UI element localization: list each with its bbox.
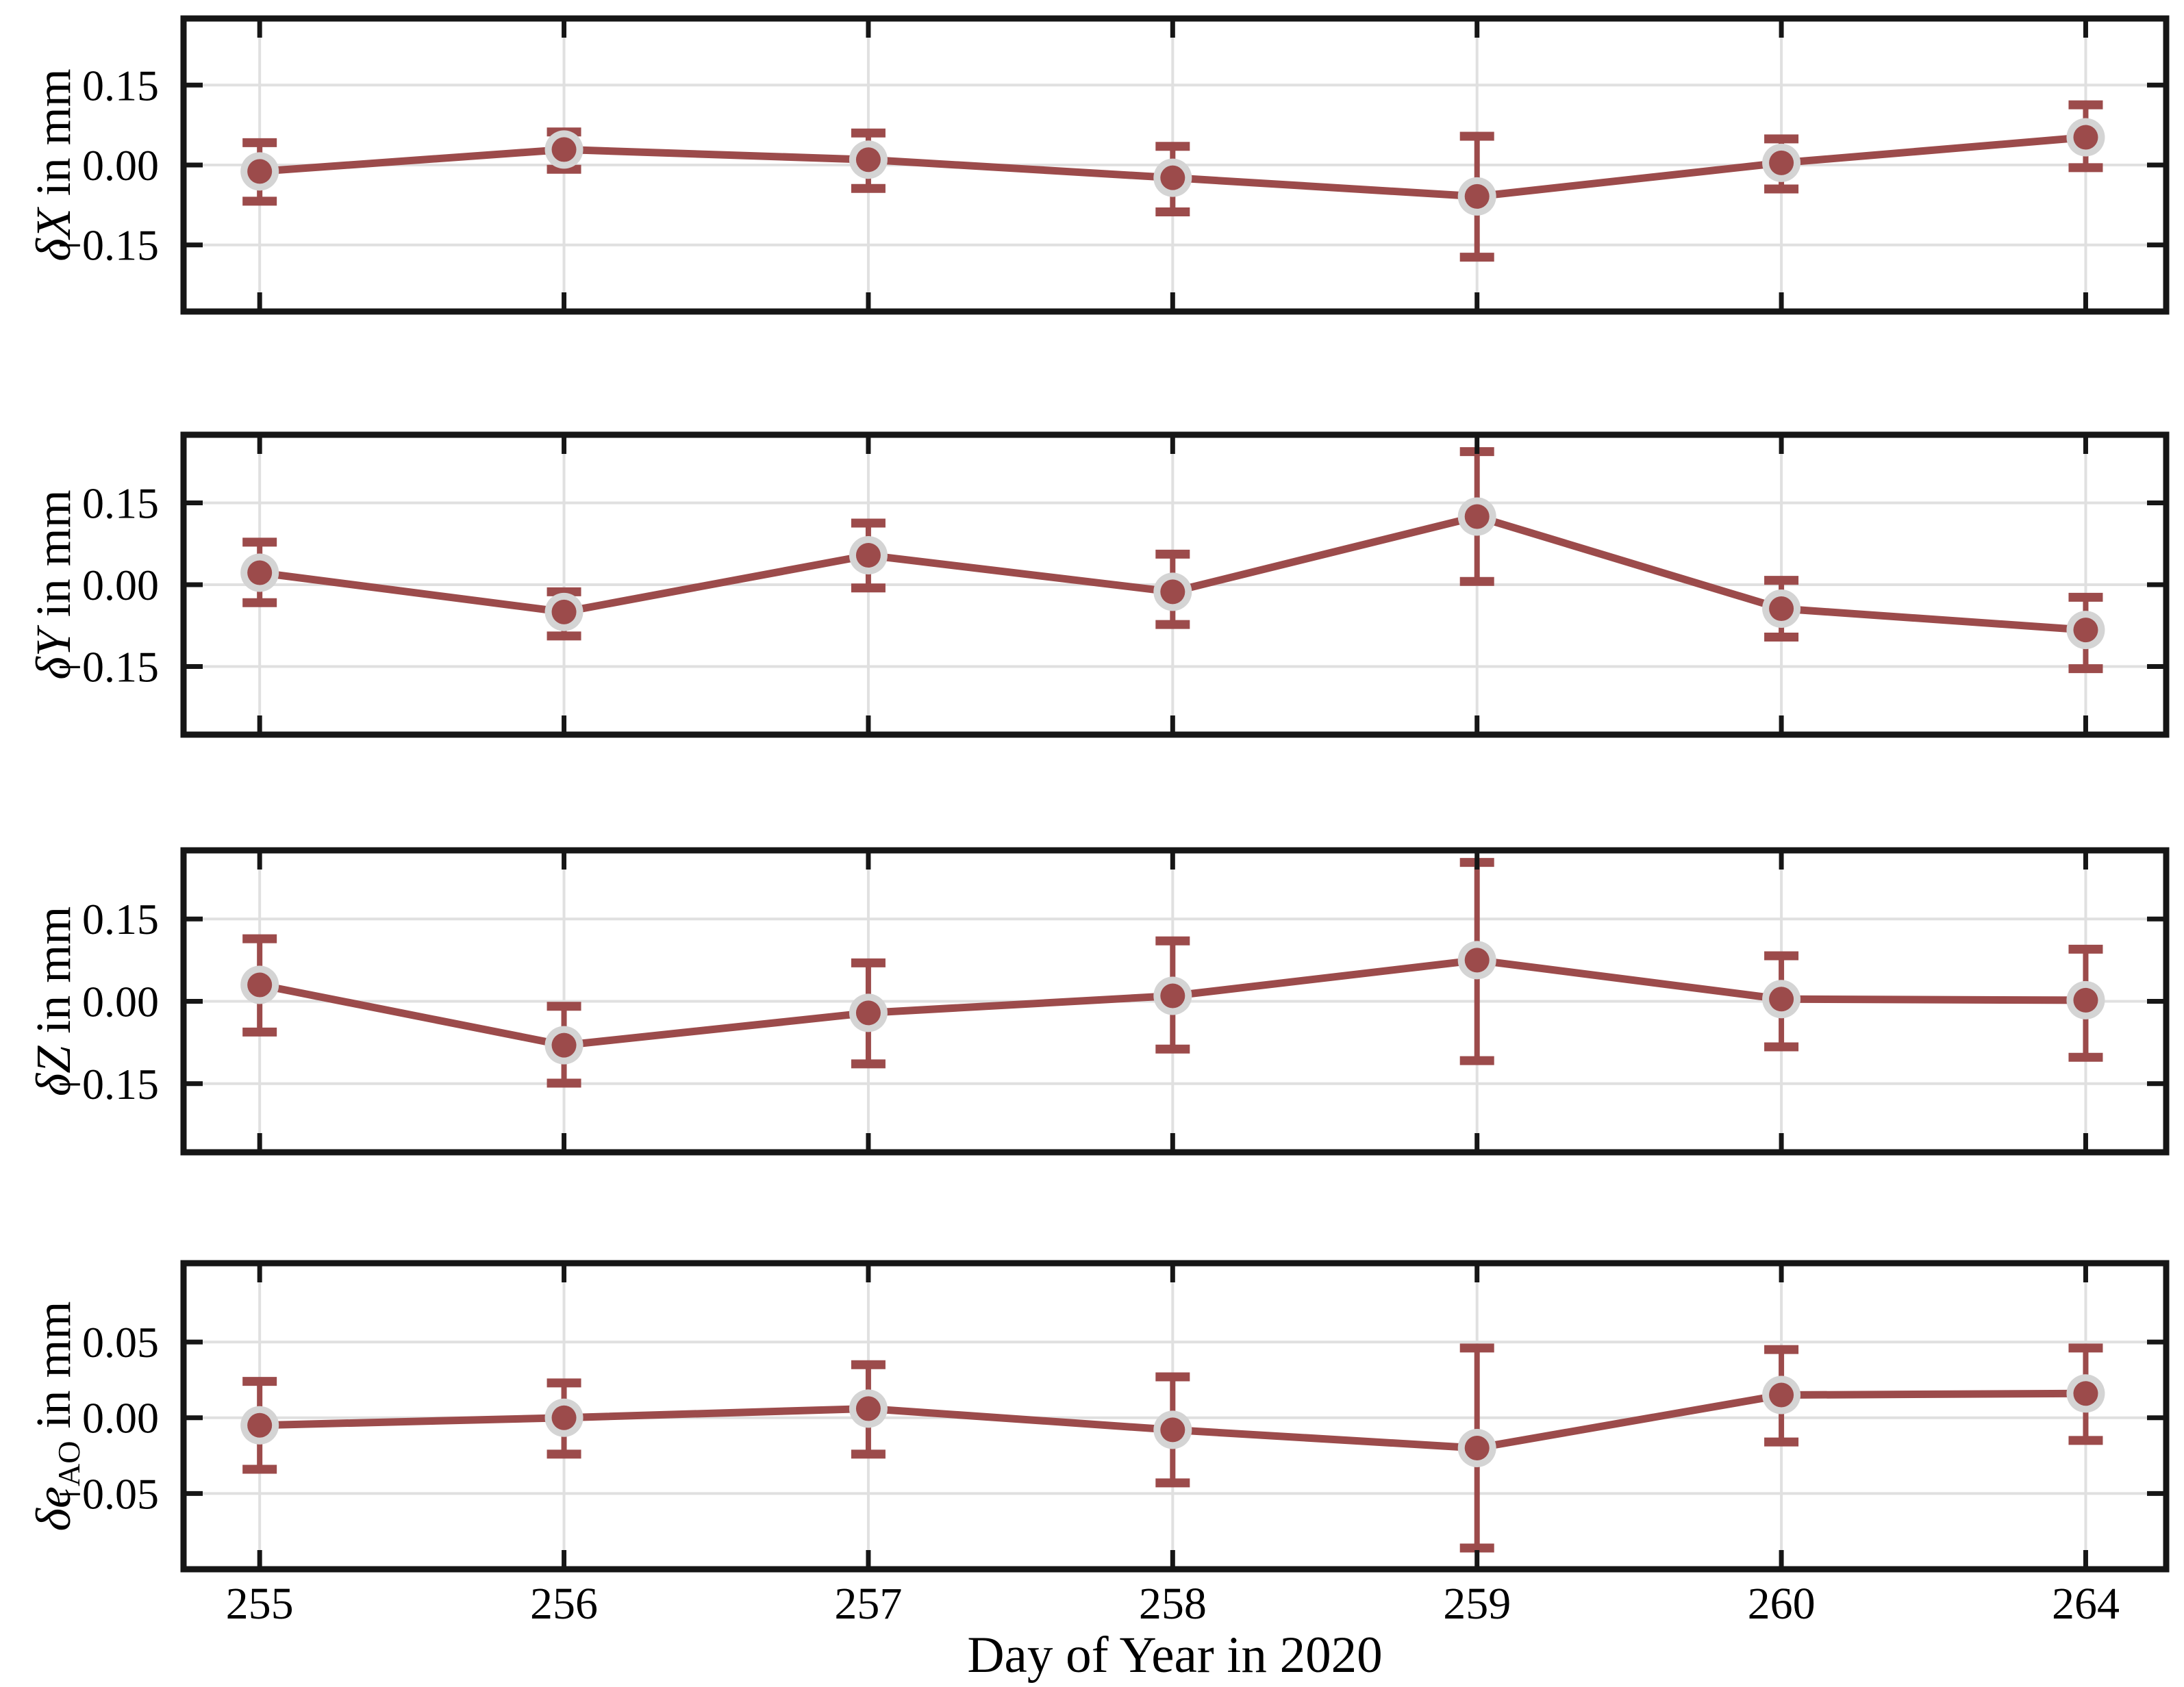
marker-dot xyxy=(1769,1382,1794,1408)
y-axis-label: δeAO in mm xyxy=(26,1302,86,1532)
y-axis-label-var: δe xyxy=(26,1486,81,1531)
y-tick-label: −0.05 xyxy=(58,1469,159,1518)
y-tick-label: 0.00 xyxy=(82,141,159,190)
y-tick-label: 0.00 xyxy=(82,1394,159,1443)
panel-frame xyxy=(180,847,2170,1156)
marker-dot xyxy=(855,1396,881,1421)
y-axis-label-unit: in mm xyxy=(26,68,81,208)
x-tick-label: 256 xyxy=(530,1579,598,1629)
y-axis-label: δZ in mm xyxy=(26,906,81,1097)
marker-dot xyxy=(247,1412,273,1438)
marker-dot xyxy=(1160,983,1185,1009)
y-tick-label: 0.15 xyxy=(82,479,159,528)
marker-dot xyxy=(1464,1435,1490,1460)
x-tick-label: 259 xyxy=(1443,1579,1511,1629)
marker-dot xyxy=(1160,579,1185,605)
marker-dot xyxy=(247,560,273,585)
panel-frame xyxy=(180,1260,2170,1573)
marker-dot xyxy=(1769,596,1794,622)
x-tick-label: 258 xyxy=(1139,1579,1207,1629)
y-axis-label-unit: in mm xyxy=(26,906,81,1046)
marker-dot xyxy=(551,137,577,162)
y-axis-label-unit: in mm xyxy=(26,490,81,629)
marker-dot xyxy=(1464,183,1490,209)
marker-dot xyxy=(1769,150,1794,175)
marker-dot xyxy=(855,147,881,173)
y-axis-label-var: δZ xyxy=(26,1045,81,1096)
y-axis-label-var: δY xyxy=(26,624,81,679)
marker-dot xyxy=(2073,1381,2098,1406)
x-tick-label: 260 xyxy=(1748,1579,1816,1629)
marker-dot xyxy=(551,599,577,624)
y-tick-label: 0.15 xyxy=(82,895,159,943)
marker-dot xyxy=(2073,618,2098,643)
x-tick-label: 257 xyxy=(834,1579,902,1629)
marker-dot xyxy=(551,1405,577,1430)
y-axis-label-var: δX xyxy=(26,206,81,261)
marker-dot xyxy=(1464,504,1490,529)
y-tick-label: 0.00 xyxy=(82,978,159,1026)
y-tick-label: −0.15 xyxy=(58,1060,159,1108)
panel-frame xyxy=(180,15,2170,315)
marker-dot xyxy=(1464,948,1490,973)
x-tick-label: 255 xyxy=(226,1579,294,1629)
y-tick-label: −0.15 xyxy=(58,642,159,691)
y-tick-label: −0.15 xyxy=(58,221,159,270)
x-tick-label: 264 xyxy=(2052,1579,2120,1629)
marker-dot xyxy=(1160,165,1185,190)
marker-dot xyxy=(855,1000,881,1026)
y-axis-label: δY in mm xyxy=(26,490,81,680)
panel-frame xyxy=(180,431,2170,738)
marker-dot xyxy=(1160,1417,1185,1443)
marker-dot xyxy=(247,972,273,998)
x-axis-label: Day of Year in 2020 xyxy=(967,1627,1382,1684)
y-axis-label-sub: AO xyxy=(51,1441,86,1486)
y-tick-label: 0.00 xyxy=(82,561,159,609)
marker-dot xyxy=(1769,987,1794,1012)
marker-dot xyxy=(2073,125,2098,150)
marker-dot xyxy=(855,542,881,568)
y-axis-label: δX in mm xyxy=(26,68,81,261)
y-tick-label: 0.05 xyxy=(82,1318,159,1367)
marker-dot xyxy=(551,1032,577,1058)
marker-dot xyxy=(2073,987,2098,1013)
y-axis-label-unit: in mm xyxy=(26,1302,81,1441)
marker-dot xyxy=(247,159,273,184)
y-tick-label: 0.15 xyxy=(82,61,159,110)
